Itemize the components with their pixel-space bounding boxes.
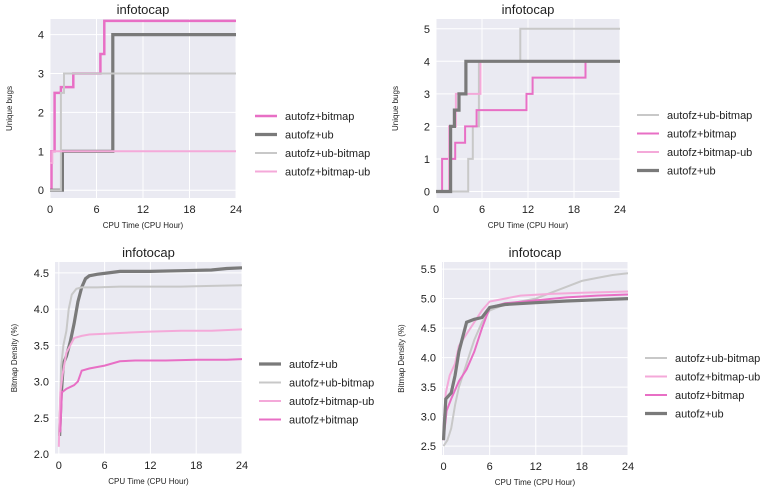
x-tick-label: 24 (230, 204, 242, 216)
y-axis-label: Bitmap Density (%) (10, 323, 19, 392)
y-tick-label: 4.5 (34, 268, 49, 280)
chart-title: infotocap (502, 2, 555, 17)
legend: autofz+ub autofz+ub-bitmap autofz+bitmap-u… (259, 359, 374, 427)
y-tick-label: 3.0 (34, 377, 49, 389)
y-tick-label: 1 (424, 154, 430, 166)
y-tick-label: 2.5 (34, 413, 49, 425)
y-tick-label: 5 (424, 24, 430, 36)
y-tick-label: 0 (424, 186, 430, 198)
y-tick-label: 4 (38, 30, 44, 42)
legend-label: autofz+ub (675, 409, 724, 421)
legend-label: autofz+bitmap (675, 390, 744, 402)
legend-label: autofz+ub-bitmap (289, 378, 374, 390)
x-tick-label: 18 (568, 204, 580, 216)
y-tick-label: 3.5 (34, 340, 49, 352)
chart-3: 0 6 12 18 24 2.0 2.5 3.0 3.5 4.0 4.5 infotocap CPU T… (10, 245, 374, 486)
legend-label: autofz+bitmap-ub (289, 396, 374, 408)
x-tick-label: 18 (576, 461, 588, 473)
legend: autofz+ub-bitmap autofz+bitmap autofz+bitm… (637, 110, 752, 178)
x-tick-label: 18 (190, 460, 202, 472)
y-tick-label: 2.5 (421, 441, 436, 453)
plot-area (442, 262, 628, 455)
series-line-autofz-ub-bitmap (58, 284, 242, 433)
series-line-autofz-ub-bitmap (50, 72, 236, 192)
series-line-autofz-ub (436, 59, 620, 194)
legend-label: autofz+ub (285, 130, 334, 142)
legend-label: autofz+bitmap (667, 129, 736, 141)
legend-label: autofz+bitmap-ub (667, 147, 752, 159)
series-line-autofz-ub (442, 297, 628, 441)
y-tick-label: 4.5 (421, 323, 436, 335)
x-tick-label: 6 (102, 460, 108, 472)
y-axis-label: Unique bugs (5, 86, 14, 131)
y-tick-label: 5.5 (421, 264, 436, 276)
x-tick-label: 24 (614, 204, 626, 216)
legend-label: autofz+ub-bitmap (675, 353, 760, 365)
series-group (50, 19, 236, 192)
series-group (436, 27, 620, 194)
chart-title: infotocap (117, 2, 170, 17)
legend-label: autofz+ub-bitmap (285, 148, 370, 160)
x-tick-label: 0 (440, 461, 446, 473)
x-tick-label: 12 (522, 204, 534, 216)
legend-label: autofz+ub-bitmap (667, 110, 752, 122)
x-tick-label: 6 (479, 204, 485, 216)
y-tick-label: 1 (38, 146, 44, 158)
x-tick-label: 0 (433, 204, 439, 216)
x-tick-label: 12 (144, 460, 156, 472)
x-axis-label: CPU Time (CPU Hour) (495, 478, 576, 487)
legend-label: autofz+bitmap (289, 415, 358, 427)
series-line-autofz-bitmap-ub (442, 290, 628, 429)
y-tick-label: 5.0 (421, 294, 436, 306)
y-tick-label: 4 (424, 56, 430, 68)
x-tick-label: 12 (137, 204, 149, 216)
y-tick-label: 3 (38, 68, 44, 80)
legend: autofz+ub-bitmap autofz+bitmap-ub autofz+b… (645, 353, 760, 421)
x-axis-label: CPU Time (CPU Hour) (488, 221, 569, 230)
chart-4: 0 6 12 18 24 2.5 3.0 3.5 4.0 4.5 5.0 5.5 infotocap CP… (397, 245, 760, 487)
x-axis-label: CPU Time (CPU Hour) (108, 477, 189, 486)
legend-label: autofz+ub (289, 359, 338, 371)
y-tick-label: 2 (38, 107, 44, 119)
legend-label: autofz+bitmap-ub (675, 372, 760, 384)
series-group (57, 266, 242, 447)
y-axis-label: Unique bugs (391, 86, 400, 131)
chart-title: infotocap (122, 245, 175, 260)
series-line-autofz-bitmap (442, 293, 628, 441)
y-tick-label: 2 (424, 121, 430, 133)
legend-label: autofz+ub (667, 166, 716, 178)
plot-area (55, 262, 242, 454)
legend-label: autofz+bitmap (285, 111, 354, 123)
legend-label: autofz+bitmap-ub (285, 167, 370, 179)
y-tick-label: 3.0 (421, 412, 436, 424)
x-tick-label: 12 (530, 461, 542, 473)
y-axis-label: Bitmap Density (%) (397, 324, 406, 393)
y-tick-label: 4.0 (421, 353, 436, 365)
y-tick-label: 0 (38, 185, 44, 197)
series-line-autofz-bitmap-ub (57, 328, 242, 447)
x-tick-label: 24 (236, 460, 248, 472)
x-tick-label: 24 (622, 461, 634, 473)
legend: autofz+bitmap autofz+ub autofz+ub-bitmap au… (255, 111, 370, 179)
y-tick-label: 4.0 (34, 304, 49, 316)
y-tick-label: 2.0 (34, 449, 49, 461)
y-tick-label: 3.5 (421, 382, 436, 394)
x-tick-label: 0 (56, 460, 62, 472)
series-line-autofz-bitmap (59, 358, 242, 433)
x-tick-label: 6 (487, 461, 493, 473)
series-group (442, 272, 628, 447)
x-tick-label: 0 (47, 204, 53, 216)
x-tick-label: 6 (93, 204, 99, 216)
chart-title: infotocap (509, 245, 562, 260)
x-tick-label: 18 (183, 204, 195, 216)
x-axis-label: CPU Time (CPU Hour) (103, 221, 184, 230)
y-tick-label: 3 (424, 89, 430, 101)
series-line-autofz-bitmap-ub (50, 150, 236, 164)
